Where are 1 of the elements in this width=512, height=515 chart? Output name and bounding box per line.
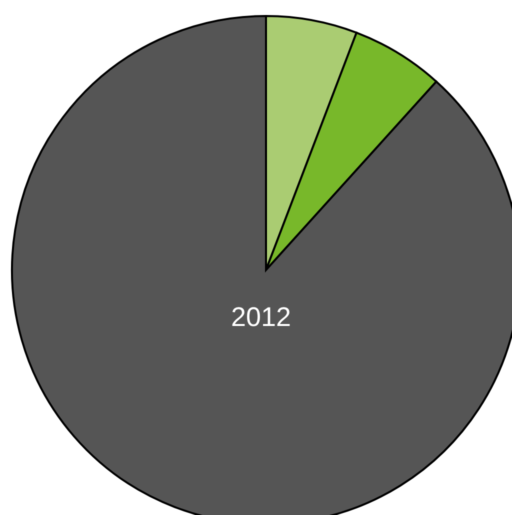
text: 2012 (230, 302, 292, 333)
